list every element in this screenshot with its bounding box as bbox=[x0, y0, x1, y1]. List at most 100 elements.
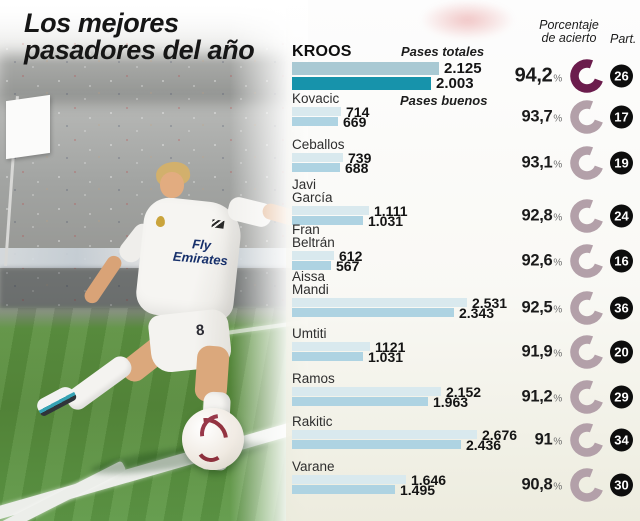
player-row: Varane 1.646 1.495 90,8% 30 bbox=[292, 460, 640, 502]
player-row: Rakitic 2.676 2.436 91% 34 bbox=[292, 415, 640, 457]
bar-value-totales: 714 bbox=[346, 103, 370, 120]
bar-value-totales: 739 bbox=[348, 149, 372, 166]
corner-flag bbox=[6, 94, 50, 160]
player-name: Varane bbox=[292, 459, 335, 474]
participations-badge: 17 bbox=[610, 105, 633, 128]
accuracy-donut-icon bbox=[570, 379, 604, 414]
player-face bbox=[160, 172, 184, 198]
bar-value-buenos: 2.003 bbox=[436, 75, 474, 92]
participations-badge: 24 bbox=[610, 204, 633, 227]
bar-pases-buenos bbox=[292, 216, 363, 225]
photo-fade bbox=[0, 0, 308, 64]
accuracy-donut-icon bbox=[570, 334, 604, 369]
participations-badge: 36 bbox=[610, 296, 633, 319]
bar-value-buenos: 567 bbox=[336, 257, 360, 274]
bar-pases-totales bbox=[292, 342, 370, 351]
bar-pases-buenos bbox=[292, 352, 363, 361]
legend-pases-totales: Pases totales bbox=[401, 44, 485, 59]
player-name: Aissa Mandi bbox=[292, 269, 329, 297]
bar-pases-totales bbox=[292, 153, 343, 162]
legend-pases-buenos: Pases buenos bbox=[400, 93, 488, 108]
accuracy-donut-icon bbox=[570, 59, 604, 93]
bar-value-totales: 2.531 bbox=[472, 294, 508, 311]
player-name: Ramos bbox=[292, 371, 335, 386]
bar-pases-buenos bbox=[292, 440, 461, 449]
bar-value-totales: 612 bbox=[339, 247, 363, 264]
bar-value-totales: 1121 bbox=[375, 338, 406, 355]
player-name: Umtiti bbox=[292, 326, 327, 341]
player-row: Umtiti 1121 1.031 91,9% 20 bbox=[292, 327, 640, 369]
bar-pases-buenos bbox=[292, 308, 454, 317]
accuracy-percentage: 91% bbox=[534, 430, 563, 448]
player-row: Ceballos 739 688 93,1% 19 bbox=[292, 138, 640, 180]
accuracy-percentage: 91,2% bbox=[521, 387, 562, 405]
accuracy-donut-icon bbox=[570, 198, 604, 233]
bar-value-buenos: 1.963 bbox=[433, 393, 469, 410]
accuracy-donut-icon bbox=[570, 243, 604, 278]
bar-value-buenos: 1.495 bbox=[400, 481, 436, 498]
bar-value-buenos: 2.343 bbox=[459, 304, 495, 321]
bar-pases-totales bbox=[292, 206, 369, 215]
participations-badge: 29 bbox=[610, 385, 633, 408]
bar-value-totales: 1.646 bbox=[411, 471, 447, 488]
accuracy-percentage: 92,8% bbox=[521, 206, 562, 224]
participations-badge: 30 bbox=[610, 473, 633, 496]
bar-value-totales: 2.125 bbox=[444, 60, 482, 77]
shorts-number: 8 bbox=[195, 321, 206, 340]
bar-value-buenos: 1.031 bbox=[368, 212, 404, 229]
bar-value-buenos: 1.031 bbox=[368, 348, 404, 365]
bar-pases-buenos bbox=[292, 117, 338, 126]
accuracy-donut-icon bbox=[570, 290, 604, 325]
column-header-porcentaje: Porcentaje de acierto bbox=[539, 18, 599, 45]
player-row: KROOS 2.125 2.003 94,2% 26 bbox=[292, 44, 640, 93]
player-name: KROOS bbox=[292, 43, 352, 60]
player-row: Javi García 1.111 1.031 92,8% 24 bbox=[292, 178, 640, 233]
player-name: Kovacic bbox=[292, 91, 340, 106]
player-name: Fran Beltrán bbox=[292, 222, 335, 250]
player-photo: Fly Emirates 8 bbox=[0, 0, 308, 521]
player-name: Javi García bbox=[292, 177, 333, 205]
bar-value-buenos: 669 bbox=[343, 113, 367, 130]
accuracy-donut-icon bbox=[570, 467, 604, 502]
player-name: Rakitic bbox=[292, 414, 333, 429]
bar-value-buenos: 2.436 bbox=[466, 436, 502, 453]
background-red-glow bbox=[420, 0, 515, 40]
bar-value-buenos: 688 bbox=[345, 159, 369, 176]
bar-pases-buenos bbox=[292, 485, 395, 494]
accuracy-donut-icon bbox=[570, 422, 604, 457]
participations-badge: 26 bbox=[610, 64, 633, 88]
player-row: Kovacic 714 669 93,7% 17 bbox=[292, 92, 640, 134]
bar-pases-totales bbox=[292, 62, 439, 75]
accuracy-percentage: 92,6% bbox=[521, 251, 562, 269]
bar-pases-totales bbox=[292, 298, 467, 307]
accuracy-percentage: 91,9% bbox=[521, 342, 562, 360]
bar-value-totales: 2.152 bbox=[446, 383, 482, 400]
accuracy-donut-icon bbox=[570, 145, 604, 180]
bar-pases-buenos bbox=[292, 163, 340, 172]
page-title: Los mejores pasadores del año bbox=[24, 8, 255, 65]
bar-pases-totales bbox=[292, 251, 334, 260]
bar-value-totales: 2.676 bbox=[482, 426, 518, 443]
accuracy-percentage: 90,8% bbox=[521, 475, 562, 493]
bar-pases-buenos bbox=[292, 261, 331, 270]
participations-badge: 34 bbox=[610, 428, 633, 451]
bar-pases-totales bbox=[292, 430, 477, 439]
brand-stripes-icon bbox=[211, 219, 225, 229]
accuracy-percentage: 93,7% bbox=[521, 107, 562, 125]
player-row: Aissa Mandi 2.531 2.343 92,5% 36 bbox=[292, 270, 640, 325]
bar-pases-totales bbox=[292, 387, 441, 396]
bar-value-totales: 1.111 bbox=[374, 202, 408, 219]
participations-badge: 20 bbox=[610, 340, 633, 363]
bar-pases-totales bbox=[292, 475, 406, 484]
accuracy-donut-icon bbox=[570, 99, 604, 134]
bar-pases-totales bbox=[292, 107, 341, 116]
accuracy-percentage: 94,2% bbox=[514, 64, 563, 87]
participations-badge: 16 bbox=[610, 249, 633, 272]
accuracy-percentage: 93,1% bbox=[521, 153, 562, 171]
player-row: Ramos 2.152 1.963 91,2% 29 bbox=[292, 372, 640, 414]
player-name: Ceballos bbox=[292, 137, 345, 152]
bar-pases-buenos bbox=[292, 397, 428, 406]
accuracy-percentage: 92,5% bbox=[521, 298, 562, 316]
bar-pases-buenos bbox=[292, 77, 431, 90]
player-row: Fran Beltrán 612 567 92,6% 16 bbox=[292, 223, 640, 278]
